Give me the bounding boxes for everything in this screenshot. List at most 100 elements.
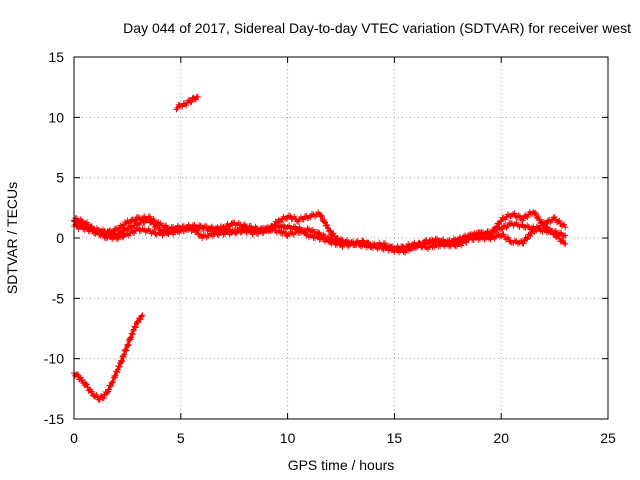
data-point	[127, 335, 134, 342]
data-point	[318, 213, 325, 220]
data-point	[120, 352, 127, 359]
data-point	[110, 378, 117, 385]
data-point	[410, 243, 417, 250]
data-point	[220, 224, 227, 231]
data-point	[88, 223, 95, 230]
y-tick-label: -15	[44, 411, 64, 427]
data-point	[179, 103, 186, 110]
y-axis-label: SDTVAR / TECUs	[4, 182, 20, 294]
data-point	[386, 242, 393, 249]
data-point	[528, 230, 535, 237]
series-high-segment	[173, 93, 201, 113]
data-point	[329, 238, 336, 245]
data-point	[443, 240, 450, 247]
x-tick-label: 5	[177, 430, 185, 446]
data-point	[135, 220, 142, 227]
data-point	[129, 331, 136, 338]
x-tick-label: 10	[280, 430, 296, 446]
data-point	[96, 396, 103, 403]
data-point	[548, 217, 555, 224]
data-point	[494, 231, 501, 238]
data-point	[265, 227, 272, 234]
data-point	[499, 226, 506, 233]
data-point	[123, 227, 130, 234]
data-point	[536, 225, 543, 232]
data-point	[474, 232, 481, 239]
y-tick-label: -10	[44, 351, 64, 367]
data-point	[197, 231, 204, 238]
data-point	[114, 369, 121, 376]
data-point	[89, 388, 96, 395]
data-point	[511, 210, 518, 217]
data-point	[77, 216, 84, 223]
data-point	[74, 371, 81, 378]
data-point	[503, 224, 510, 231]
data-point	[141, 219, 148, 226]
series-main-trace-c	[71, 209, 569, 256]
data-point	[135, 319, 142, 326]
data-point	[318, 212, 325, 219]
data-point	[116, 363, 123, 370]
x-tick-label: 25	[600, 430, 616, 446]
data-point	[128, 334, 135, 341]
data-point	[199, 235, 206, 242]
data-point	[156, 224, 163, 231]
data-point	[177, 226, 184, 233]
data-point	[161, 227, 168, 234]
data-point	[324, 236, 331, 243]
data-point	[149, 218, 156, 225]
data-point	[365, 239, 372, 246]
data-point	[309, 231, 316, 238]
data-point	[523, 236, 530, 243]
data-point	[118, 359, 125, 366]
data-point	[115, 236, 122, 243]
data-point	[132, 219, 139, 226]
data-point	[73, 215, 80, 222]
data-point	[548, 227, 555, 234]
data-point	[157, 227, 164, 234]
data-point	[496, 221, 503, 228]
data-point	[130, 327, 137, 334]
x-axis-label: GPS time / hours	[288, 457, 395, 473]
data-point	[551, 230, 558, 237]
data-point	[217, 223, 224, 230]
data-point	[316, 230, 323, 237]
data-point	[535, 213, 542, 220]
data-point	[247, 222, 254, 229]
data-point	[231, 219, 238, 226]
data-point	[556, 217, 563, 224]
data-point	[562, 241, 569, 248]
data-point	[283, 215, 290, 222]
data-point	[463, 235, 470, 242]
ticks	[73, 56, 609, 420]
data-point	[163, 222, 170, 229]
data-point	[285, 212, 292, 219]
data-point	[139, 312, 146, 319]
y-tick-label: 10	[48, 109, 64, 125]
data-point	[451, 241, 458, 248]
data-point	[123, 347, 130, 354]
data-point	[558, 230, 565, 237]
data-point	[194, 93, 201, 100]
data-point	[79, 376, 86, 383]
data-point	[464, 232, 471, 239]
y-tick-label: 5	[56, 170, 64, 186]
data-point	[108, 379, 115, 386]
data-point	[255, 230, 262, 237]
data-point	[271, 225, 278, 232]
data-point	[390, 246, 397, 253]
data-point	[145, 215, 152, 222]
data-point	[324, 221, 331, 228]
data-point	[562, 232, 569, 239]
data-point	[491, 235, 498, 242]
data-point	[106, 228, 113, 235]
data-point	[500, 231, 507, 238]
data-point	[520, 240, 527, 247]
data-point	[330, 230, 337, 237]
data-point	[277, 218, 284, 225]
data-point	[407, 246, 414, 253]
data-point	[524, 214, 531, 221]
data-point	[131, 323, 138, 330]
data-point	[137, 316, 144, 323]
data-point	[132, 324, 139, 331]
